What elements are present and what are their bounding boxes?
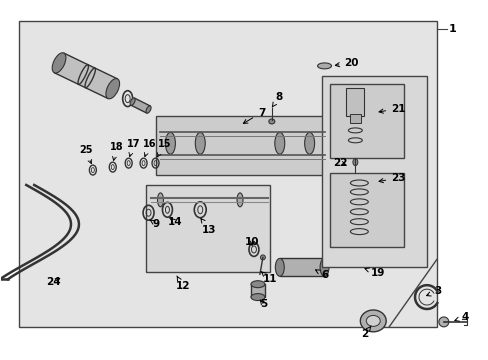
Ellipse shape — [195, 132, 205, 154]
Bar — [321, 76, 426, 267]
FancyBboxPatch shape — [346, 88, 364, 116]
Text: 5: 5 — [260, 299, 266, 309]
Ellipse shape — [250, 281, 264, 288]
Ellipse shape — [130, 98, 135, 105]
Ellipse shape — [106, 78, 120, 99]
Bar — [329, 173, 403, 247]
Text: 14: 14 — [167, 217, 182, 227]
Ellipse shape — [250, 294, 264, 301]
Text: 24: 24 — [46, 277, 61, 287]
Ellipse shape — [157, 193, 163, 207]
Ellipse shape — [52, 53, 66, 73]
Text: 4: 4 — [454, 312, 468, 322]
Text: 11: 11 — [261, 271, 277, 284]
Text: 6: 6 — [315, 270, 328, 280]
Polygon shape — [155, 116, 329, 175]
Bar — [19, 21, 436, 327]
Ellipse shape — [237, 193, 243, 207]
Ellipse shape — [146, 106, 151, 113]
Ellipse shape — [304, 132, 314, 154]
Text: 13: 13 — [201, 219, 216, 235]
Text: 9: 9 — [149, 219, 159, 229]
Text: 20: 20 — [335, 58, 358, 68]
Ellipse shape — [260, 255, 265, 260]
Ellipse shape — [165, 132, 175, 154]
Polygon shape — [250, 284, 264, 297]
Text: 23: 23 — [378, 173, 405, 183]
Ellipse shape — [438, 317, 448, 327]
Ellipse shape — [366, 315, 380, 327]
Text: 8: 8 — [272, 92, 283, 107]
Text: 18: 18 — [109, 142, 123, 161]
Polygon shape — [131, 98, 150, 113]
Ellipse shape — [360, 310, 386, 332]
Text: 15: 15 — [157, 139, 171, 157]
Ellipse shape — [320, 258, 328, 276]
Text: 2: 2 — [361, 326, 370, 339]
Text: 7: 7 — [243, 108, 265, 123]
Text: 25: 25 — [79, 145, 92, 164]
Ellipse shape — [274, 132, 284, 154]
Ellipse shape — [268, 119, 274, 124]
Text: 10: 10 — [244, 237, 259, 247]
Text: 19: 19 — [364, 268, 385, 278]
Polygon shape — [54, 53, 117, 99]
Bar — [329, 84, 403, 158]
Ellipse shape — [317, 63, 331, 69]
Ellipse shape — [275, 258, 284, 276]
Text: 21: 21 — [378, 104, 405, 113]
Polygon shape — [279, 258, 324, 276]
Bar — [145, 185, 269, 272]
Text: 17: 17 — [126, 139, 140, 157]
Text: 16: 16 — [142, 139, 156, 157]
Ellipse shape — [352, 159, 357, 166]
Text: 3: 3 — [426, 286, 440, 296]
Text: 12: 12 — [175, 276, 189, 291]
FancyBboxPatch shape — [349, 114, 360, 123]
Text: 1: 1 — [448, 24, 456, 34]
Text: 22: 22 — [333, 158, 347, 168]
